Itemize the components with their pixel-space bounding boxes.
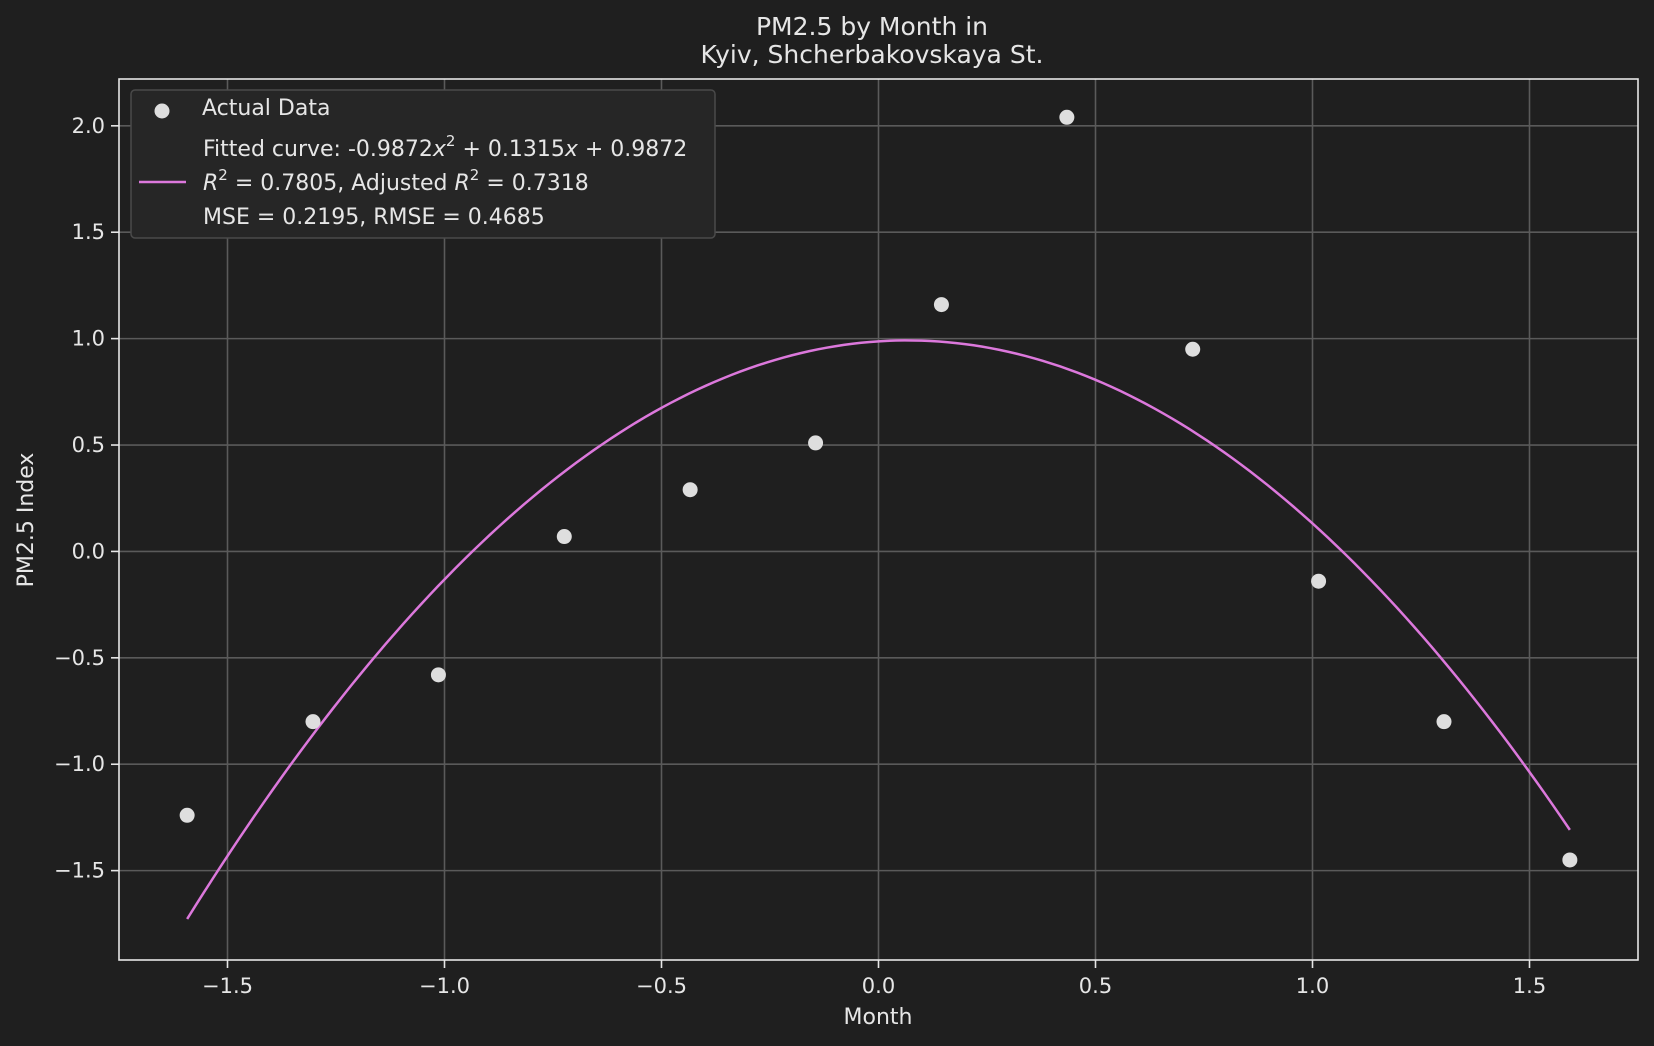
x-tick-label: −1.0: [419, 974, 470, 998]
x-tick-label: 0.5: [1079, 974, 1112, 998]
x-tick-label: 0.0: [862, 974, 895, 998]
y-tick-label: −0.5: [54, 646, 105, 670]
legend-fit-x: x: [432, 137, 447, 162]
legend-actual-data: Actual Data: [202, 96, 330, 121]
points-layer: [179, 109, 1578, 868]
data-point: [933, 297, 949, 313]
legend-box: [130, 89, 716, 239]
x-axis-label: Month: [844, 1005, 913, 1030]
data-point: [179, 807, 195, 823]
data-point: [1436, 714, 1452, 730]
y-tick-label: 0.5: [72, 433, 105, 457]
y-tick-label: 1.5: [72, 220, 105, 244]
data-point: [1562, 852, 1578, 868]
x-tick-label: −0.5: [636, 974, 687, 998]
fit-layer: [186, 339, 1571, 920]
legend-r2-symbol: R: [203, 171, 218, 196]
legend: Actual Data Fitted curve: -0.9872x2 + 0.…: [130, 89, 716, 239]
legend-mse: MSE = 0.2195, RMSE = 0.4685: [203, 205, 545, 230]
legend-fit-x2: x: [564, 137, 579, 162]
x-tick-label: 1.0: [1296, 974, 1329, 998]
legend-fit-equation: Fitted curve: -0.9872x2 + 0.1315x + 0.98…: [203, 132, 687, 162]
y-tick-label: −1.0: [54, 752, 105, 776]
y-tick-label: −1.5: [54, 859, 105, 883]
legend-fit-exp: 2: [446, 132, 456, 150]
data-point: [1311, 573, 1327, 589]
x-tick-label: 1.5: [1513, 974, 1546, 998]
chart-title-line1: PM2.5 by Month in: [756, 12, 988, 41]
data-point: [1059, 109, 1075, 125]
data-point: [1185, 341, 1201, 357]
data-point: [430, 667, 446, 683]
legend-adj-exp: 2: [470, 166, 480, 184]
chart-title-line2: Kyiv, Shcherbakovskaya St.: [701, 40, 1044, 69]
legend-r2-value: = 0.7805, Adjusted: [228, 171, 455, 196]
legend-r2-exp: 2: [218, 166, 228, 184]
y-axis-label: PM2.5 Index: [14, 453, 39, 588]
legend-fit-suffix: + 0.9872: [578, 137, 687, 162]
legend-fit-prefix: Fitted curve: -0.9872: [203, 137, 433, 162]
x-axis-ticks: −1.5 −1.0 −0.5 0.0 0.5 1.0 1.5: [202, 960, 1546, 998]
legend-adj-symbol: R: [455, 171, 470, 196]
data-point: [682, 482, 698, 498]
data-point: [305, 714, 321, 730]
y-tick-label: 1.0: [72, 327, 105, 351]
legend-scatter-marker: [154, 103, 170, 119]
y-axis-ticks: −1.5 −1.0 −0.5 0.0 0.5 1.0 1.5 2.0: [54, 114, 119, 883]
legend-fit-mid: + 0.1315: [455, 137, 564, 162]
data-point: [556, 529, 572, 545]
y-tick-label: 0.0: [72, 539, 105, 563]
x-tick-label: −1.5: [202, 974, 253, 998]
legend-r2: R2 = 0.7805, Adjusted R2 = 0.7318: [203, 166, 589, 196]
data-point: [808, 435, 824, 451]
y-tick-label: 2.0: [72, 114, 105, 138]
legend-adj-value: = 0.7318: [479, 171, 588, 196]
fitted-curve: [186, 339, 1571, 920]
